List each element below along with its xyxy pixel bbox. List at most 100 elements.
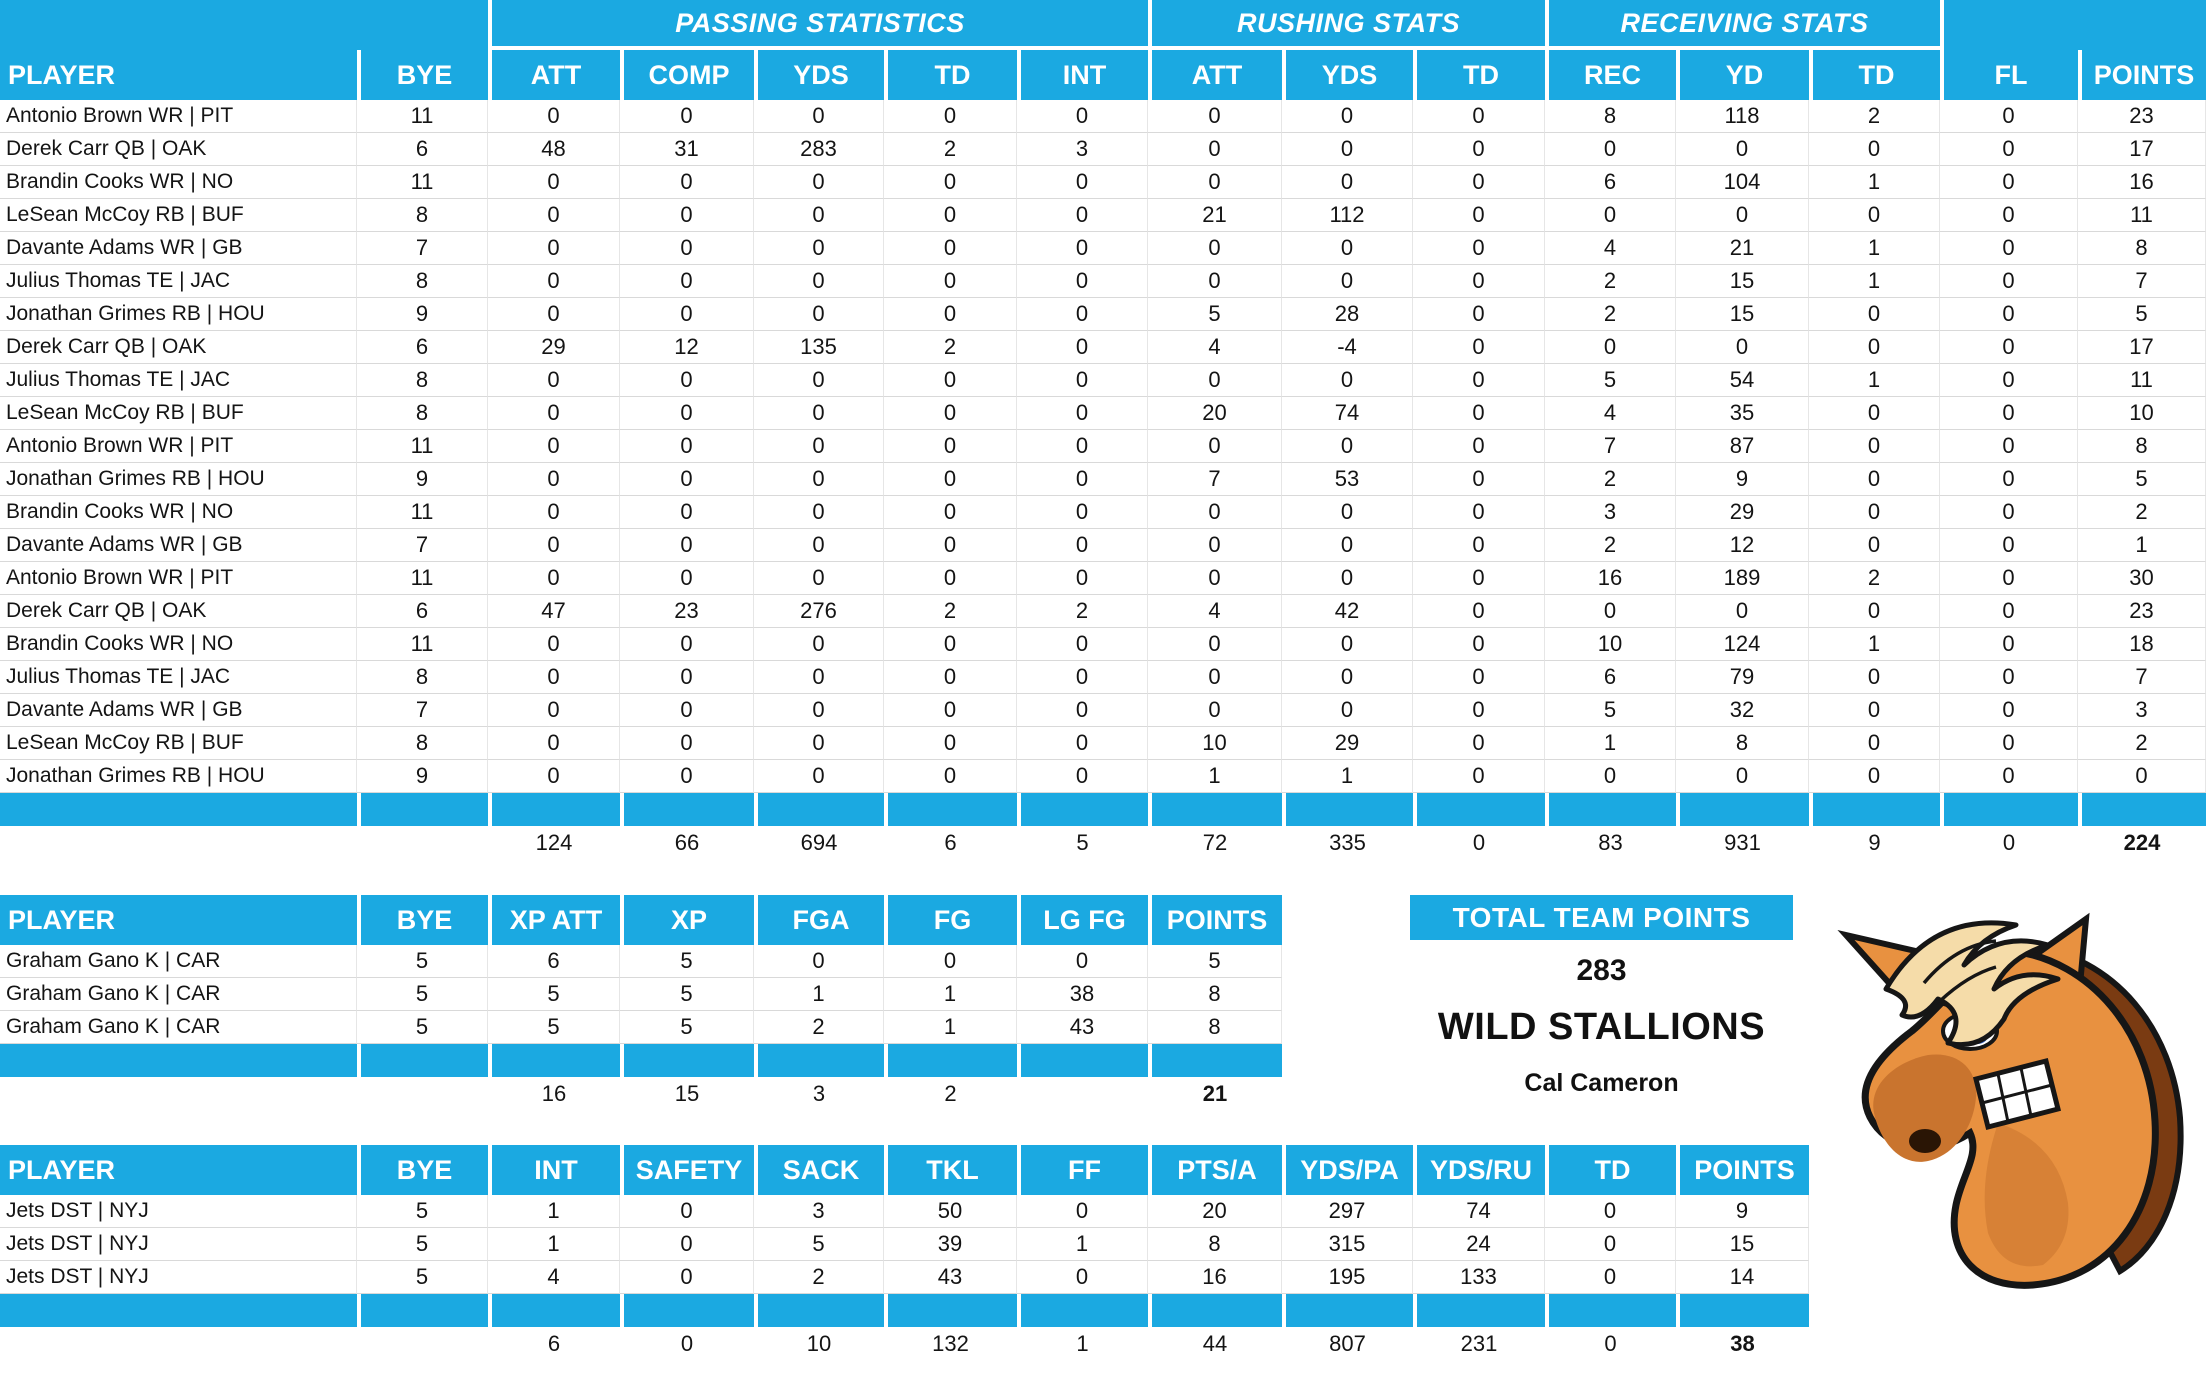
stat-cell[interactable]: 0: [1148, 562, 1282, 595]
player-cell[interactable]: Antonio Brown WR | PIT: [0, 562, 357, 595]
player-cell[interactable]: Graham Gano K | CAR: [0, 1011, 357, 1044]
stat-cell[interactable]: 9: [1676, 463, 1809, 496]
total-cell[interactable]: 694: [754, 826, 884, 859]
stat-cell[interactable]: 0: [1017, 232, 1148, 265]
column-header-fl[interactable]: FL: [1940, 50, 2078, 100]
stat-cell[interactable]: 0: [754, 694, 884, 727]
column-header-yds-ru[interactable]: YDS/RU: [1413, 1145, 1545, 1195]
stat-cell[interactable]: 0: [1017, 199, 1148, 232]
stat-cell[interactable]: 0: [620, 232, 754, 265]
stat-cell[interactable]: 6: [1545, 661, 1676, 694]
stat-cell[interactable]: 4: [1545, 232, 1676, 265]
stat-cell[interactable]: 0: [488, 463, 620, 496]
stat-cell[interactable]: 0: [1413, 760, 1545, 793]
stat-cell[interactable]: 0: [884, 232, 1017, 265]
stat-cell[interactable]: 8: [1148, 1228, 1282, 1261]
stat-cell[interactable]: 16: [1545, 562, 1676, 595]
stat-cell[interactable]: 315: [1282, 1228, 1413, 1261]
stat-cell[interactable]: 0: [620, 628, 754, 661]
stat-cell[interactable]: 0: [1282, 133, 1413, 166]
stat-cell[interactable]: 0: [488, 199, 620, 232]
stat-cell[interactable]: 1: [1809, 628, 1940, 661]
stat-cell[interactable]: 0: [488, 364, 620, 397]
stat-cell[interactable]: 0: [1282, 694, 1413, 727]
stat-cell[interactable]: 3: [1545, 496, 1676, 529]
column-header-tkl[interactable]: TKL: [884, 1145, 1017, 1195]
stat-cell[interactable]: 0: [1545, 1195, 1676, 1228]
stat-cell[interactable]: 0: [1282, 265, 1413, 298]
stat-cell[interactable]: 0: [1940, 298, 2078, 331]
stat-cell[interactable]: 0: [620, 661, 754, 694]
stat-cell[interactable]: 0: [1413, 298, 1545, 331]
column-header-points[interactable]: POINTS: [1148, 895, 1282, 945]
stat-cell[interactable]: 0: [1940, 199, 2078, 232]
player-cell[interactable]: Davante Adams WR | GB: [0, 694, 357, 727]
stat-cell[interactable]: 1: [884, 1011, 1017, 1044]
stat-cell[interactable]: 0: [1413, 727, 1545, 760]
column-header-lg-fg[interactable]: LG FG: [1017, 895, 1148, 945]
total-cell[interactable]: 72: [1148, 826, 1282, 859]
stat-cell[interactable]: 0: [620, 1261, 754, 1294]
stat-cell[interactable]: 43: [884, 1261, 1017, 1294]
player-cell[interactable]: Jonathan Grimes RB | HOU: [0, 463, 357, 496]
total-blank-cell[interactable]: [357, 1327, 488, 1360]
stat-cell[interactable]: 2: [884, 133, 1017, 166]
stat-cell[interactable]: 16: [1148, 1261, 1282, 1294]
stat-cell[interactable]: 0: [1148, 265, 1282, 298]
stat-cell[interactable]: 0: [1809, 661, 1940, 694]
group-header[interactable]: RECEIVING STATS: [1545, 0, 1940, 50]
stat-cell[interactable]: 1: [2078, 529, 2206, 562]
stat-cell[interactable]: 5: [1545, 694, 1676, 727]
stat-cell[interactable]: 0: [1017, 166, 1148, 199]
total-cell[interactable]: 0: [1940, 826, 2078, 859]
stat-cell[interactable]: 11: [357, 496, 488, 529]
stat-cell[interactable]: 6: [357, 595, 488, 628]
stat-cell[interactable]: 74: [1282, 397, 1413, 430]
stat-cell[interactable]: 11: [357, 562, 488, 595]
player-cell[interactable]: Derek Carr QB | OAK: [0, 595, 357, 628]
stat-cell[interactable]: 1: [1545, 727, 1676, 760]
column-header-rec[interactable]: REC: [1545, 50, 1676, 100]
stat-cell[interactable]: 0: [1017, 727, 1148, 760]
stat-cell[interactable]: 1: [1809, 265, 1940, 298]
stat-cell[interactable]: 133: [1413, 1261, 1545, 1294]
stat-cell[interactable]: 5: [620, 978, 754, 1011]
stat-cell[interactable]: 16: [2078, 166, 2206, 199]
stat-cell[interactable]: 1: [1148, 760, 1282, 793]
stat-cell[interactable]: 0: [1809, 595, 1940, 628]
stat-cell[interactable]: 0: [754, 463, 884, 496]
stat-cell[interactable]: 8: [357, 364, 488, 397]
stat-cell[interactable]: 0: [1940, 628, 2078, 661]
stat-cell[interactable]: 0: [1017, 1261, 1148, 1294]
stat-cell[interactable]: 0: [1545, 1261, 1676, 1294]
stat-cell[interactable]: 0: [620, 166, 754, 199]
stat-cell[interactable]: 1: [1809, 232, 1940, 265]
player-cell[interactable]: LeSean McCoy RB | BUF: [0, 727, 357, 760]
stat-cell[interactable]: 0: [1282, 166, 1413, 199]
stat-cell[interactable]: 0: [1017, 628, 1148, 661]
stat-cell[interactable]: 0: [620, 364, 754, 397]
total-cell[interactable]: 124: [488, 826, 620, 859]
stat-cell[interactable]: 0: [1017, 661, 1148, 694]
stat-cell[interactable]: 0: [1017, 496, 1148, 529]
stat-cell[interactable]: 0: [1545, 595, 1676, 628]
stat-cell[interactable]: 0: [1940, 232, 2078, 265]
stat-cell[interactable]: 0: [488, 694, 620, 727]
stat-cell[interactable]: 0: [1413, 661, 1545, 694]
total-cell[interactable]: 15: [620, 1077, 754, 1110]
player-cell[interactable]: Graham Gano K | CAR: [0, 945, 357, 978]
stat-cell[interactable]: 0: [884, 100, 1017, 133]
stat-cell[interactable]: 29: [1282, 727, 1413, 760]
stat-cell[interactable]: 8: [1148, 1011, 1282, 1044]
stat-cell[interactable]: 0: [1017, 265, 1148, 298]
column-header-yds-pa[interactable]: YDS/PA: [1282, 1145, 1413, 1195]
stat-cell[interactable]: 9: [357, 298, 488, 331]
stat-cell[interactable]: 0: [1940, 100, 2078, 133]
stat-cell[interactable]: 1: [488, 1228, 620, 1261]
column-header-points[interactable]: POINTS: [1676, 1145, 1809, 1195]
stat-cell[interactable]: 0: [488, 529, 620, 562]
column-header-bye[interactable]: BYE: [357, 1145, 488, 1195]
stat-cell[interactable]: 0: [1413, 364, 1545, 397]
total-blank-cell[interactable]: [357, 1077, 488, 1110]
stat-cell[interactable]: 0: [1809, 496, 1940, 529]
